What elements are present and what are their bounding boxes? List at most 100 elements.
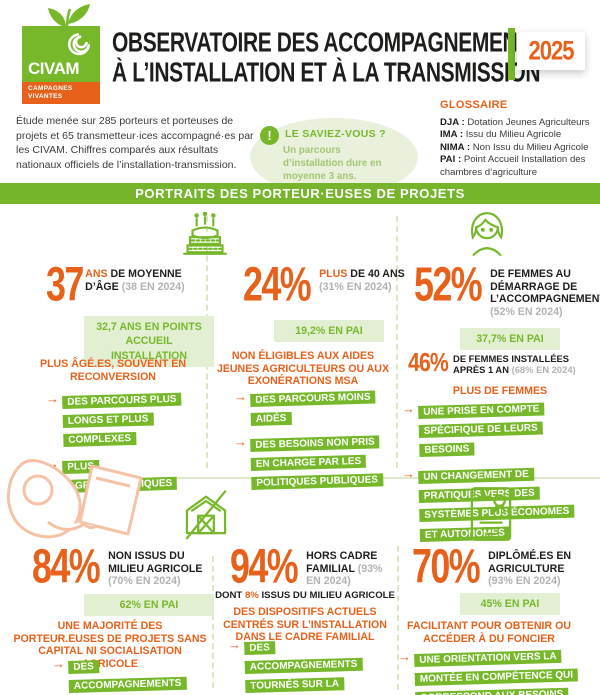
stat-women-bullets: → UNE PRISE EN COMPTE SPÉCIFIQUE DE LEUR… (402, 401, 582, 550)
glossary-term: PAI : (440, 154, 462, 166)
did-you-know-title: LE SAVIEZ-VOUS ? (285, 128, 386, 140)
sketch-illustration (4, 434, 154, 569)
stat-age-heading: PLUS ÂGÉ.ES, SOUVENT EN RECONVERSION (40, 358, 186, 383)
column-divider (212, 556, 214, 688)
logo-subtitle-line2: VIVANTES (28, 93, 63, 101)
stat-diploma-label-text: DIPLÔMÉ.ES EN AGRICULTURE (488, 550, 572, 575)
stat-diploma: 70% DIPLÔMÉ.ES EN AGRICULTURE (93% EN 20… (412, 538, 588, 594)
bullet-text: DES ACCOMPAGNEMENTS TOURNÉS SUR LA PERSO… (244, 641, 380, 695)
bullet-text: UNE ORIENTATION VERS LA MONTÉE EN COMPÉT… (414, 649, 579, 695)
diploma-icon (470, 486, 512, 542)
note-accent: 8% (244, 590, 259, 601)
bullet-text: UNE PRISE EN COMPTE SPÉCIFIQUE DE LEURS … (418, 402, 545, 458)
civam-logo: CIVAM (22, 26, 100, 82)
stat-women-installed-text: DE FEMMES INSTALLÉES APRÈS 1 AN (453, 353, 570, 376)
glossary-term: DJA : (440, 117, 465, 128)
section-banner: PORTRAITS DES PORTEUR·EUSES DE PROJETS (0, 183, 600, 204)
glossary-definition: Non Issu du Milieu Agricole (472, 141, 589, 153)
stat-over40-bullets: → DES PARCOURS MOINS AIDÉS → DES BESOINS… (234, 389, 399, 500)
stat-over40-previous: (31% EN 2024) (319, 280, 392, 293)
did-you-know-text: Un parcours d’installation dure en moyen… (283, 145, 382, 183)
stat-nima-pai: 62% EN PAI (84, 594, 214, 617)
arrow-icon: → (402, 401, 415, 416)
stat-over40-label: PLUS DE 40 ANS (31% EN 2024) (319, 265, 411, 293)
exclamation-icon: ! (260, 126, 279, 145)
stat-diploma-previous: (93% EN 2024) (488, 575, 561, 587)
stat-over40-heading: NON ÉLIGIBLES AUX AIDES JEUNES AGRICULTE… (216, 350, 390, 388)
bullet-item: → DES ACCOMPAGNEMENTS TOURNÉS VERS EUX (52, 656, 202, 695)
column-divider (397, 546, 399, 690)
glossary-item: NIMA : Non Issu du Milieu Agricole (440, 142, 598, 154)
bullet-item: → DES PARCOURS PLUS LONGS ET PLUS COMPLE… (46, 391, 206, 450)
stat-nima-previous: (70% EN 2024) (108, 575, 181, 587)
arrow-icon: → (228, 637, 241, 652)
stat-women-previous: (52% EN 2024) (490, 305, 563, 318)
stat-age-previous: (38 EN 2024) (121, 280, 185, 293)
page-title-line2: À L’INSTALLATION ET À LA TRANSMISSION (112, 57, 541, 88)
glossary-definition: Dotation Jeunes Agriculteurs (467, 117, 590, 128)
woman-icon (462, 209, 512, 259)
year-badge: 2025 (517, 32, 585, 70)
year-accent-bar (508, 28, 515, 80)
arrow-icon: → (46, 391, 59, 406)
stat-hcf-label: HORS CADRE FAMILIAL (93% EN 2024) (306, 547, 398, 588)
page-title-line1: OBSERVATOIRE DES ACCOMPAGNEMENTS (112, 27, 544, 58)
note-rest: ISSUS DU MILIEU AGRICOLE (258, 590, 395, 601)
stat-hcf-bullets: → DES ACCOMPAGNEMENTS TOURNÉS SUR LA PER… (228, 637, 388, 695)
cake-icon (180, 212, 230, 264)
bullet-text: DES ACCOMPAGNEMENTS TOURNÉS VERS EUX (68, 660, 187, 695)
stat-women-label: DE FEMMES AU DÉMARRAGE DE L’ACCOMPAGNEME… (490, 265, 600, 318)
stat-women-heading: PLUS DE FEMMES (452, 385, 548, 397)
arrow-icon: → (402, 465, 415, 481)
stat-women-label-text: DE FEMMES AU DÉMARRAGE DE L’ACCOMPAGNEME… (490, 268, 600, 305)
stat-hcf-value: 94% (230, 538, 299, 594)
stat-diploma-value: 70% (412, 538, 481, 594)
stat-diploma-heading: FACILITANT POUR OBTENIR OU ACCÉDER À DU … (406, 620, 571, 645)
stat-age-label-text: DE MOYENNE D’ÂGE (85, 268, 182, 293)
page-title: OBSERVATOIRE DES ACCOMPAGNEMENTS À L’INS… (112, 24, 544, 88)
stat-women: 52% DE FEMMES AU DÉMARRAGE DE L’ACCOMPAG… (414, 256, 600, 318)
stat-hcf-previous: (93% EN 2024) (306, 562, 383, 588)
stat-diploma-bullets: → UNE ORIENTATION VERS LA MONTÉE EN COMP… (398, 649, 583, 695)
stat-age: 37 ANS DE MOYENNE D’ÂGE (38 EN 2024) (46, 260, 200, 308)
glossary-definition: Issu du Milieu Agricole (465, 129, 562, 141)
stat-women-value: 52% (414, 256, 483, 312)
column-divider (396, 216, 398, 468)
stat-hcf-note: DONT 8% ISSUS DU MILIEU AGRICOLE (210, 590, 400, 601)
arrow-icon: → (234, 434, 247, 450)
bullet-item: → UN CHANGEMENT DE PRATIQUES VERS DES SY… (402, 465, 582, 544)
section-banner-label: PORTRAITS DES PORTEUR·EUSES DE PROJETS (135, 186, 465, 201)
stat-women-pai: 37,7% EN PAI (460, 328, 560, 351)
stat-age-label: ANS DE MOYENNE D’ÂGE (38 EN 2024) (85, 265, 200, 293)
stat-diploma-pai: 45% EN PAI (460, 593, 560, 616)
logo-subtitle: CAMPAGNES VIVANTES (22, 82, 100, 104)
glossary-term: IMA : (440, 129, 464, 141)
stat-over40-pai: 19,2% EN PAI (274, 320, 384, 343)
note-pre: DONT (215, 590, 245, 601)
arrow-icon: → (52, 656, 65, 671)
glossary-item: PAI : Point Accueil Installation des cha… (440, 154, 598, 179)
stat-women-installed: 46% DE FEMMES INSTALLÉES APRÈS 1 AN (68%… (408, 349, 581, 376)
stat-hcf-label-text: HORS CADRE FAMILIAL (306, 550, 378, 575)
stat-age-label-accent: ANS (85, 268, 108, 280)
intro-text: Étude menée sur 285 porteurs et porteuse… (16, 115, 254, 172)
bullet-item: → DES ACCOMPAGNEMENTS TOURNÉS SUR LA PER… (228, 637, 388, 695)
arrow-icon: → (234, 389, 247, 404)
logo-text: CIVAM (28, 59, 80, 78)
bullet-item: → UNE ORIENTATION VERS LA MONTÉE EN COMP… (398, 649, 583, 695)
logo-subtitle-line1: CAMPAGNES (28, 85, 73, 92)
stat-nima-heading: UNE MAJORITÉ DES PORTEUR.EUSES DE PROJET… (13, 620, 207, 671)
arrow-icon: → (398, 649, 411, 664)
stat-nima: 84% NON ISSUS DU MILIEU AGRICOLE (70% EN… (32, 538, 210, 594)
bullet-item: → DES BESOINS NON PRIS EN CHARGE PAR LES… (234, 435, 399, 493)
stat-women-installed-label: DE FEMMES INSTALLÉES APRÈS 1 AN (68% EN … (453, 352, 581, 376)
glossary-definition: Point Accueil Installation des chambres … (440, 154, 586, 178)
stat-nima-label: NON ISSUS DU MILIEU AGRICOLE (70% EN 202… (108, 547, 210, 588)
stat-nima-value: 84% (32, 538, 101, 594)
glossary: GLOSSAIRE DJA : Dotation Jeunes Agricult… (440, 99, 598, 179)
stat-over40-label-accent: PLUS (319, 268, 348, 280)
stat-diploma-label: DIPLÔMÉ.ES EN AGRICULTURE (93% EN 2024) (488, 547, 588, 588)
bullet-text: DES PARCOURS MOINS AIDÉS (250, 390, 376, 427)
bullet-item: → DES PARCOURS MOINS AIDÉS (234, 389, 399, 428)
